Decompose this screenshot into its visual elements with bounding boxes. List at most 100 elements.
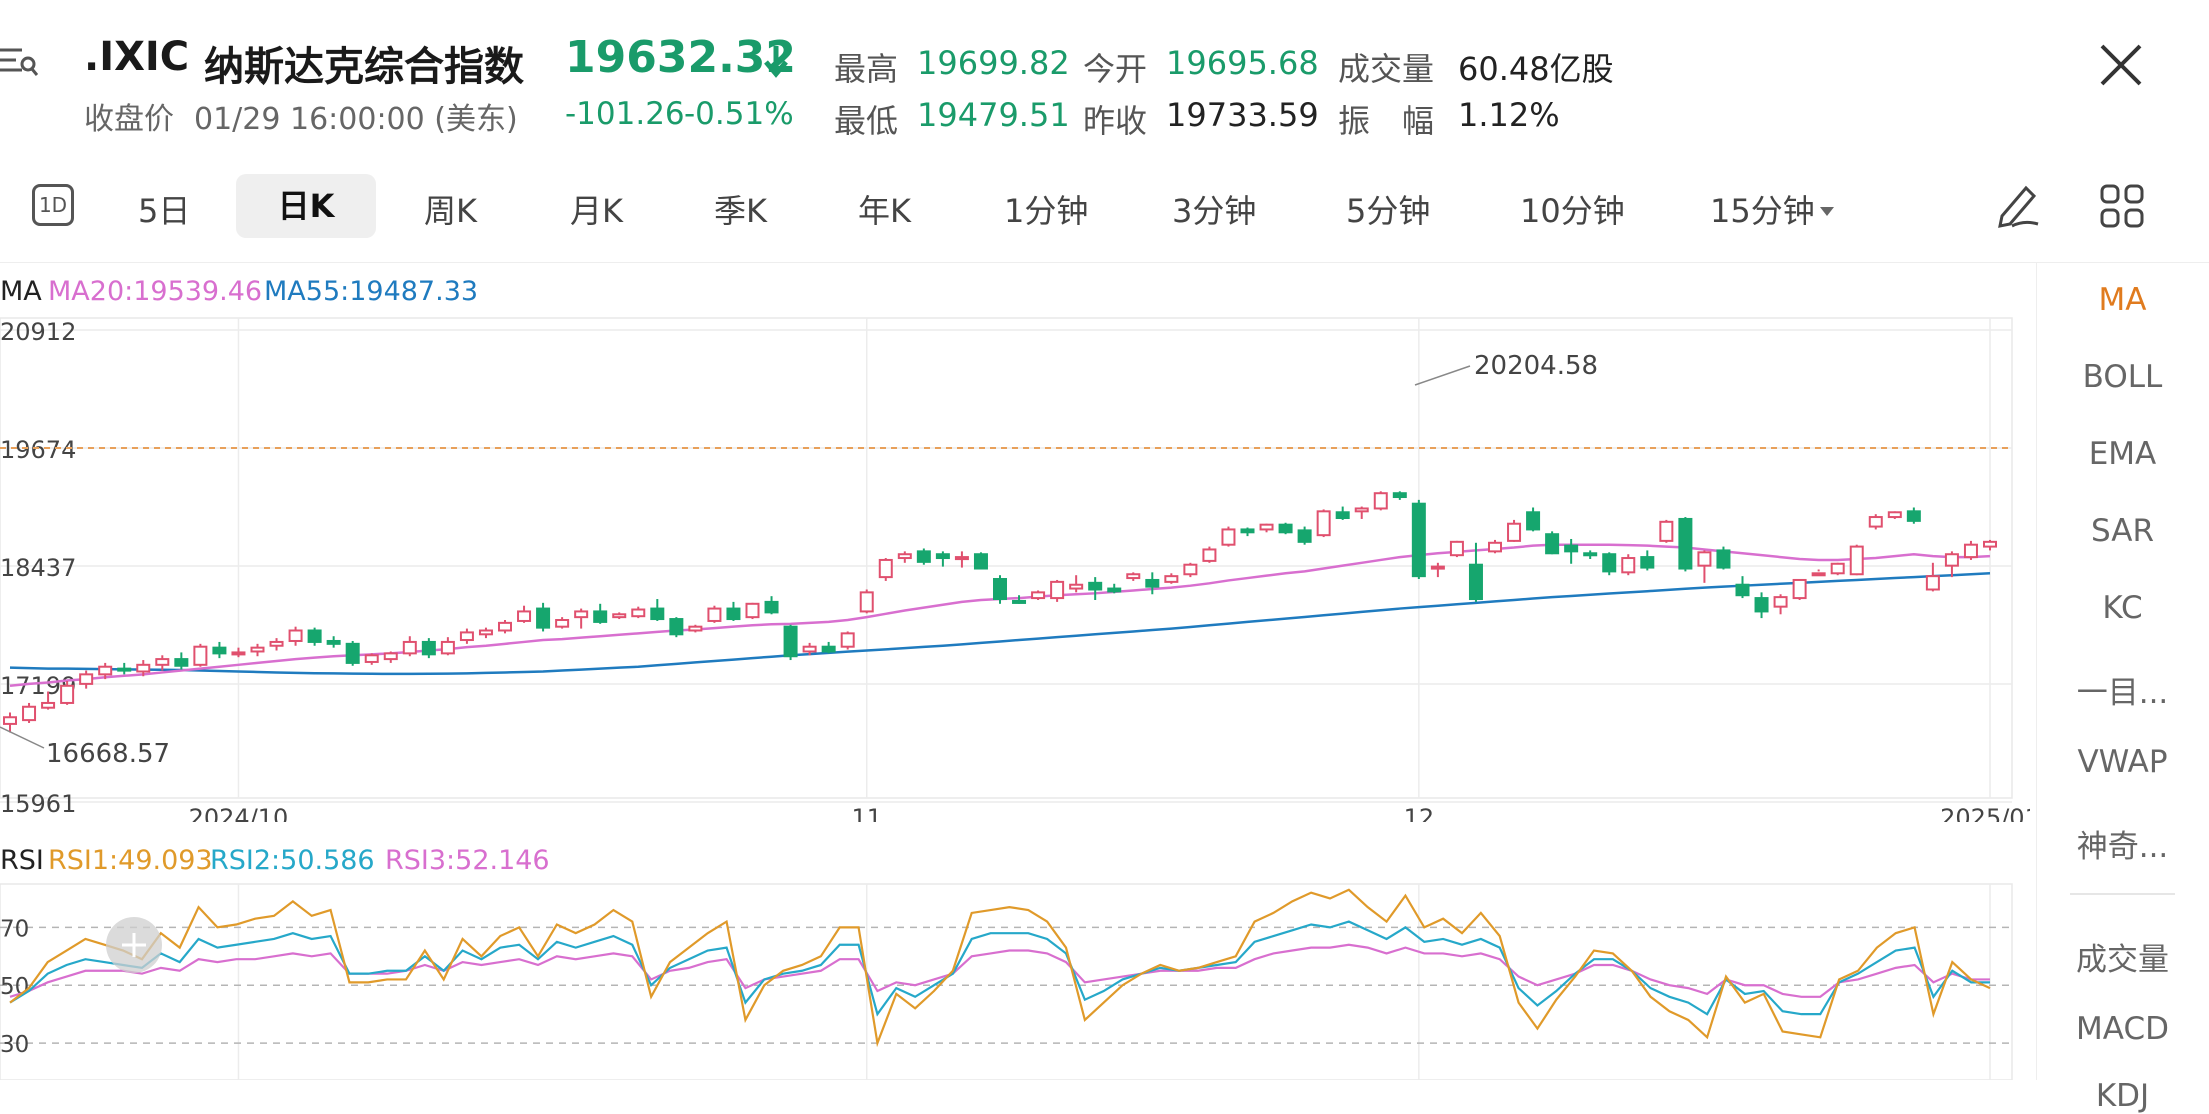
candle bbox=[1278, 522, 1293, 535]
candle bbox=[1640, 550, 1655, 571]
rsi-chart[interactable]: RSI RSI1:49.093 RSI2:50.586 RSI3:52.146 … bbox=[0, 830, 2030, 1080]
candlestick-chart[interactable]: MA MA20:19539.46 MA55:19487.33 20912 1967… bbox=[0, 262, 2030, 822]
tab-15min[interactable]: 15分钟 bbox=[1710, 192, 1815, 230]
candle bbox=[1735, 576, 1750, 599]
side-item-ichimoku[interactable]: 一目... bbox=[2076, 675, 2169, 711]
candle bbox=[41, 691, 56, 710]
ma55-line bbox=[9, 572, 1991, 676]
side-item-kdj[interactable]: KDJ bbox=[2095, 1078, 2150, 1114]
rsi-indicator-prefix: RSI bbox=[0, 845, 44, 876]
candle bbox=[498, 620, 512, 634]
divider bbox=[0, 262, 2209, 263]
tab-daily-k[interactable]: 日K bbox=[236, 174, 376, 238]
candle bbox=[993, 575, 1007, 604]
high-annotation: 20204.58 bbox=[1474, 351, 1598, 381]
tab-5min[interactable]: 5分钟 bbox=[1346, 192, 1431, 230]
rsi2-line bbox=[9, 920, 1990, 1017]
candle bbox=[383, 651, 398, 663]
tab-1min[interactable]: 1分钟 bbox=[1004, 192, 1089, 230]
candle bbox=[897, 551, 912, 563]
candle bbox=[1773, 594, 1788, 615]
candle bbox=[250, 643, 265, 657]
current-price: 19632.32 bbox=[565, 32, 797, 83]
candle bbox=[840, 631, 855, 650]
prev-close-label: 昨收 bbox=[1083, 102, 1148, 140]
candle bbox=[136, 660, 151, 677]
candle bbox=[1012, 595, 1027, 604]
candle bbox=[1602, 552, 1617, 576]
prev-close-value: 19733.59 bbox=[1166, 96, 1319, 134]
side-item-magic[interactable]: 神奇... bbox=[2076, 829, 2169, 865]
menu-list-icon[interactable] bbox=[0, 40, 39, 84]
candle bbox=[1392, 491, 1407, 500]
side-item-kc[interactable]: KC bbox=[2102, 590, 2143, 626]
candle bbox=[1031, 590, 1046, 600]
close-icon[interactable] bbox=[2098, 42, 2144, 92]
tab-3min[interactable]: 3分钟 bbox=[1172, 192, 1257, 230]
candle bbox=[1107, 583, 1122, 594]
ma20-legend: MA20:19539.46 bbox=[48, 276, 262, 307]
tab-10min[interactable]: 10分钟 bbox=[1520, 192, 1625, 230]
volume-value: 60.48亿股 bbox=[1458, 50, 1614, 88]
side-item-sar[interactable]: SAR bbox=[2091, 513, 2154, 549]
candle bbox=[1088, 577, 1103, 600]
candle bbox=[1259, 523, 1274, 533]
y-tick-label: 19674 bbox=[0, 436, 76, 464]
candle bbox=[288, 626, 303, 646]
side-item-macd[interactable]: MACD bbox=[2076, 1011, 2169, 1047]
tab-monthly-k[interactable]: 月K bbox=[570, 192, 623, 230]
candle bbox=[802, 642, 817, 656]
side-item-vwap[interactable]: VWAP bbox=[2077, 744, 2168, 780]
low-annotation-leader bbox=[0, 726, 45, 749]
index-symbol: .IXIC bbox=[84, 34, 190, 80]
candle bbox=[1830, 562, 1845, 576]
candle bbox=[555, 617, 570, 629]
candle bbox=[688, 624, 703, 633]
candle bbox=[764, 596, 779, 615]
candle bbox=[1583, 550, 1598, 559]
candle bbox=[1354, 506, 1369, 519]
candle bbox=[1564, 538, 1579, 564]
tab-quarterly-k[interactable]: 季K bbox=[714, 192, 767, 230]
rsi-frame bbox=[0, 883, 2013, 1080]
candle bbox=[1430, 562, 1445, 578]
high-value: 19699.82 bbox=[917, 44, 1070, 82]
rsi1-line bbox=[9, 888, 1991, 1048]
candle bbox=[155, 655, 170, 671]
candle bbox=[650, 599, 665, 621]
candle bbox=[1069, 575, 1084, 593]
candle bbox=[1297, 526, 1312, 545]
candle bbox=[1716, 546, 1731, 570]
candle bbox=[1335, 506, 1350, 520]
candle bbox=[1449, 540, 1464, 558]
side-item-ema[interactable]: EMA bbox=[2088, 436, 2157, 472]
low-annotation: 16668.57 bbox=[46, 739, 170, 769]
high-label: 最高 bbox=[834, 50, 899, 88]
candle bbox=[1678, 517, 1693, 572]
grid-icon[interactable] bbox=[2100, 184, 2144, 232]
side-item-boll[interactable]: BOLL bbox=[2082, 359, 2163, 395]
side-item-volume[interactable]: 成交量 bbox=[2076, 942, 2169, 978]
x-tick-label: 12 bbox=[1404, 804, 1435, 822]
candle bbox=[326, 636, 341, 648]
candle bbox=[22, 702, 37, 723]
caret-down-icon[interactable] bbox=[1820, 202, 1834, 221]
low-value: 19479.51 bbox=[917, 96, 1070, 134]
candle bbox=[478, 627, 493, 639]
close-time: 01/29 16:00:00 (美东) bbox=[194, 102, 518, 137]
candle bbox=[726, 601, 741, 621]
candle bbox=[1868, 514, 1883, 530]
amplitude-label: 振 幅 bbox=[1338, 102, 1435, 140]
candle bbox=[1316, 509, 1331, 538]
tab-yearly-k[interactable]: 年K bbox=[858, 192, 911, 230]
y-tick-label: 15961 bbox=[0, 790, 76, 818]
tab-5day[interactable]: 5日 bbox=[138, 192, 191, 230]
pencil-icon[interactable] bbox=[1994, 180, 2042, 234]
side-item-ma[interactable]: MA bbox=[2098, 282, 2147, 318]
day-period-icon[interactable]: 1D bbox=[32, 184, 74, 226]
candle bbox=[631, 606, 646, 619]
candle bbox=[1126, 572, 1141, 581]
volume-label: 成交量 bbox=[1338, 50, 1435, 88]
tab-weekly-k[interactable]: 周K bbox=[424, 192, 477, 230]
chart-frame bbox=[0, 317, 2013, 799]
